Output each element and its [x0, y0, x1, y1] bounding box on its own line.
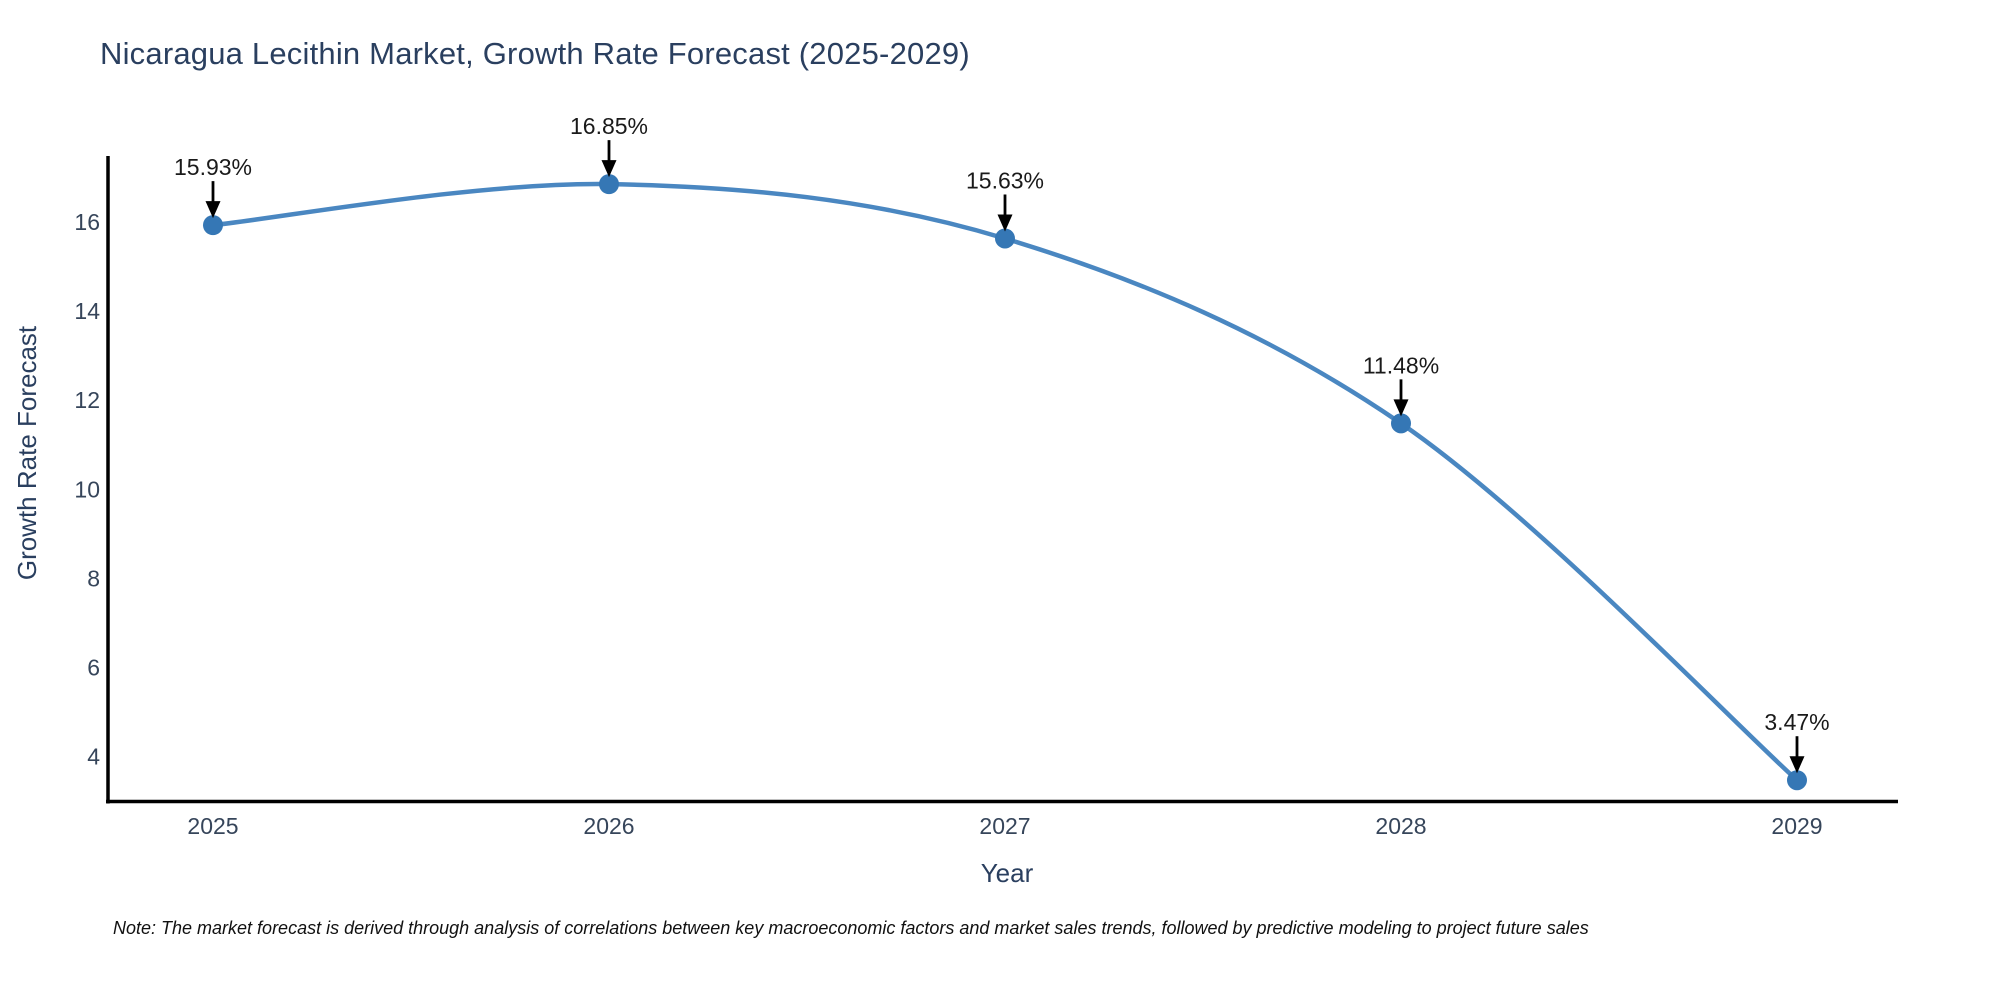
y-axis-title: Growth Rate Forecast [12, 325, 42, 581]
y-tick-label: 6 [87, 655, 100, 681]
y-tick-label: 4 [87, 744, 100, 770]
x-tick-label: 2028 [1375, 813, 1426, 839]
annotation-label: 15.63% [966, 167, 1044, 193]
x-tick-label: 2025 [187, 813, 238, 839]
y-tick-label: 16 [74, 209, 100, 235]
footnote: Note: The market forecast is derived thr… [113, 918, 1589, 938]
x-tick-label: 2029 [1771, 813, 1822, 839]
y-tick-label: 8 [87, 565, 100, 591]
data-point-marker [995, 228, 1015, 249]
annotation-label: 11.48% [1363, 352, 1439, 378]
data-point-marker [1391, 413, 1411, 434]
x-tick-label: 2026 [583, 813, 634, 839]
trend-line [210, 181, 1800, 783]
annotation-label: 3.47% [1764, 709, 1829, 735]
annotation-arrowhead [1789, 756, 1805, 774]
annotation-arrowhead [997, 214, 1013, 232]
x-tick-label: 2027 [979, 813, 1030, 839]
annotation-arrowhead [601, 160, 617, 178]
data-point-marker [599, 174, 619, 195]
y-tick-label: 10 [74, 476, 100, 502]
x-axis-title: Year [980, 858, 1034, 888]
annotation-arrowhead [205, 201, 221, 219]
y-tick-label: 12 [74, 387, 100, 413]
annotation-arrowhead [1393, 399, 1409, 417]
y-tick-label: 14 [74, 298, 100, 324]
annotation-label: 16.85% [570, 113, 648, 139]
annotation-label: 15.93% [174, 154, 252, 180]
data-point-marker [1787, 770, 1807, 791]
data-point-marker [203, 215, 223, 236]
chart-title: Nicaragua Lecithin Market, Growth Rate F… [100, 36, 970, 71]
